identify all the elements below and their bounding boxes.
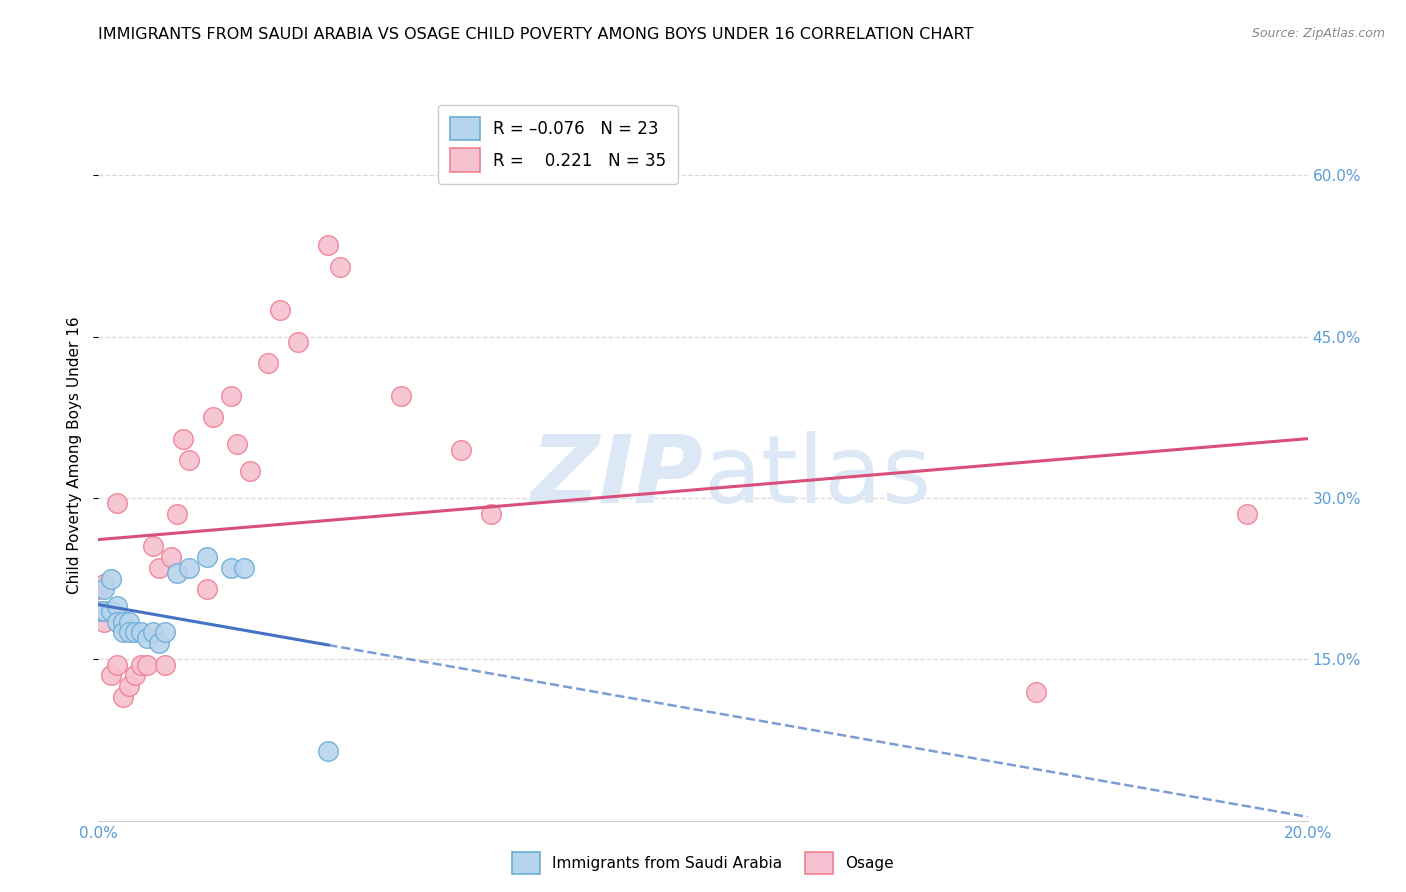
Point bbox=[111, 615, 134, 629]
Point bbox=[111, 625, 134, 640]
Point bbox=[93, 604, 115, 618]
Point bbox=[87, 582, 110, 597]
Point bbox=[160, 550, 183, 565]
Point bbox=[135, 631, 157, 645]
Point bbox=[111, 690, 134, 704]
Point bbox=[142, 625, 165, 640]
Text: atlas: atlas bbox=[703, 431, 931, 523]
Point bbox=[153, 657, 176, 672]
Point bbox=[100, 668, 122, 682]
Point bbox=[202, 410, 225, 425]
Point bbox=[1024, 684, 1046, 698]
Point bbox=[195, 550, 218, 565]
Point bbox=[100, 572, 122, 586]
Point bbox=[124, 625, 146, 640]
Point bbox=[481, 507, 503, 521]
Point bbox=[129, 625, 152, 640]
Point bbox=[87, 604, 110, 618]
Point bbox=[287, 334, 309, 349]
Point bbox=[316, 744, 339, 758]
Point bbox=[232, 561, 254, 575]
Point bbox=[105, 615, 128, 629]
Point bbox=[105, 496, 128, 510]
Point bbox=[111, 615, 134, 629]
Point bbox=[1236, 507, 1258, 521]
Point bbox=[118, 679, 141, 693]
Point bbox=[124, 668, 146, 682]
Text: ZIP: ZIP bbox=[530, 431, 703, 523]
Point bbox=[153, 625, 176, 640]
Legend: R = –0.076   N = 23, R =    0.221   N = 35: R = –0.076 N = 23, R = 0.221 N = 35 bbox=[439, 105, 678, 184]
Point bbox=[93, 582, 115, 597]
Point bbox=[142, 539, 165, 553]
Point bbox=[226, 437, 249, 451]
Point bbox=[100, 604, 122, 618]
Point bbox=[135, 657, 157, 672]
Point bbox=[329, 260, 352, 274]
Point bbox=[269, 302, 291, 317]
Point bbox=[166, 507, 188, 521]
Point bbox=[389, 389, 412, 403]
Point bbox=[172, 432, 194, 446]
Text: Source: ZipAtlas.com: Source: ZipAtlas.com bbox=[1251, 27, 1385, 40]
Point bbox=[221, 389, 243, 403]
Point bbox=[148, 636, 170, 650]
Point bbox=[118, 625, 141, 640]
Point bbox=[100, 604, 122, 618]
Point bbox=[166, 566, 188, 581]
Point bbox=[148, 561, 170, 575]
Point bbox=[93, 577, 115, 591]
Point bbox=[450, 442, 472, 457]
Point bbox=[105, 657, 128, 672]
Text: IMMIGRANTS FROM SAUDI ARABIA VS OSAGE CHILD POVERTY AMONG BOYS UNDER 16 CORRELAT: IMMIGRANTS FROM SAUDI ARABIA VS OSAGE CH… bbox=[98, 27, 974, 42]
Point bbox=[129, 657, 152, 672]
Point bbox=[239, 464, 262, 478]
Point bbox=[316, 238, 339, 252]
Legend: Immigrants from Saudi Arabia, Osage: Immigrants from Saudi Arabia, Osage bbox=[506, 846, 900, 880]
Point bbox=[221, 561, 243, 575]
Point bbox=[105, 599, 128, 613]
Point bbox=[93, 615, 115, 629]
Point bbox=[179, 453, 201, 467]
Point bbox=[195, 582, 218, 597]
Y-axis label: Child Poverty Among Boys Under 16: Child Poverty Among Boys Under 16 bbox=[67, 316, 83, 594]
Point bbox=[179, 561, 201, 575]
Point bbox=[256, 356, 278, 371]
Point bbox=[118, 615, 141, 629]
